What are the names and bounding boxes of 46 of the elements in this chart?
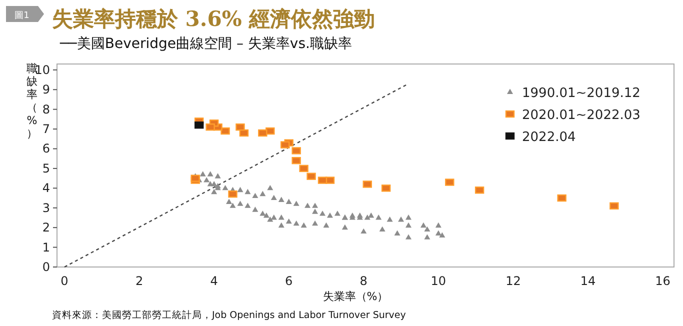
x-tick-label: 12 (506, 274, 521, 288)
point (318, 176, 328, 184)
point (228, 190, 238, 198)
point (299, 164, 308, 172)
y-tick-label: 7 (42, 122, 50, 136)
legend-label: 2022.04 (522, 130, 576, 145)
x-tick-label: 10 (430, 274, 446, 288)
chart-subtitle: ──美國Beveridge曲線空間 – 失業率vs.職缺率 (59, 36, 352, 52)
x-tick-label: 2 (135, 274, 144, 288)
x-tick-label: 4 (210, 274, 218, 288)
chart-title: 失業率持穩於 3.6% 經濟依然強勁 (52, 6, 376, 31)
point (194, 121, 204, 129)
legend-label: 1990.01~2019.12 (522, 86, 640, 101)
point (362, 180, 372, 188)
x-tick-label: 0 (60, 274, 68, 288)
y-tick-label: 3 (42, 200, 50, 215)
y-tick-label: 0 (42, 260, 50, 274)
x-tick-label: 16 (655, 274, 670, 288)
point (258, 129, 268, 137)
y-axis-title: 職缺率（%） (26, 62, 38, 140)
point (280, 141, 290, 148)
y-tick-label: 9 (42, 82, 50, 97)
x-tick-label: 6 (285, 274, 293, 288)
caption: 圖1 (14, 11, 30, 21)
y-tick-label: 2 (42, 220, 50, 235)
point (206, 123, 215, 131)
point (610, 202, 619, 210)
point (381, 184, 391, 192)
point (557, 194, 566, 202)
y-tick-label: 1 (42, 240, 50, 254)
x-tick-label: 14 (580, 274, 596, 288)
y-tick-label: 6 (42, 142, 50, 156)
point (220, 127, 230, 135)
point (292, 156, 301, 164)
x-tick-label: 8 (360, 274, 368, 288)
source-note: 資料來源：美國勞工部勞工統計局，Job Openings and Labor Turnover Survey (52, 309, 406, 321)
y-tick-label: 5 (42, 161, 50, 176)
y-tick-label: 8 (42, 102, 50, 116)
point (306, 172, 316, 180)
y-tick-label: 4 (42, 181, 50, 196)
legend-label: 2020.01~2022.03 (522, 108, 640, 123)
point (236, 123, 245, 131)
point (445, 178, 454, 186)
point (292, 147, 301, 154)
point (474, 186, 484, 194)
x-axis-title: 失業率（%） (322, 290, 388, 303)
